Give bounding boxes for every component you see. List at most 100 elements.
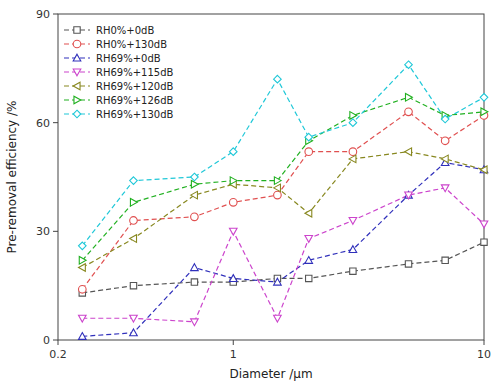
data-point [405,261,411,267]
data-point [274,278,282,285]
data-point [78,242,86,250]
data-point [305,236,313,243]
data-point [130,329,138,336]
data-point [405,192,413,199]
data-point [130,315,138,322]
x-tick-label: 10 [477,348,491,361]
data-point [191,213,199,221]
legend-label: RH69%+126dB [96,95,174,106]
data-point [306,275,312,281]
data-point [274,75,282,83]
data-point [480,166,488,173]
legend-marker [73,82,80,90]
y-tick-label: 60 [36,117,50,130]
data-point [441,185,449,192]
series-line [82,65,484,246]
data-point [78,333,86,340]
data-point [481,108,488,116]
x-tick [58,340,59,345]
data-point [480,166,487,174]
x-tick-label: 1 [230,348,237,361]
data-point [229,199,237,207]
x-tick [233,340,234,345]
series-line [82,112,484,289]
y-tick [53,340,58,341]
data-point [78,285,86,293]
data-point [349,148,357,156]
data-point [78,264,85,272]
x-tick-label: 0.2 [49,348,67,361]
data-point [130,235,137,243]
y-tick-label: 0 [43,334,50,347]
data-point [405,94,412,102]
data-point [349,155,356,163]
data-point [305,133,313,141]
data-point [78,315,86,322]
data-point [274,191,282,199]
series-line [82,242,484,293]
data-point [350,268,356,274]
data-point [191,173,199,181]
data-point [442,257,448,263]
data-point [191,319,199,326]
legend-marker [74,96,81,104]
data-point [441,155,448,163]
series-line [82,163,484,337]
data-point [441,137,449,145]
legend-marker [73,40,81,48]
data-point [130,282,136,288]
data-point [480,221,488,228]
data-point [191,180,198,188]
plot-frame [58,14,484,340]
data-point [349,217,357,224]
y-tick-label: 30 [36,225,50,238]
lines [82,65,484,337]
data-point [305,209,312,217]
chart: 0 30 60 90 0.2 1 10 Diameter /μm Pre-removal eff… [0,0,500,386]
data-point [480,94,488,102]
data-point [405,191,413,198]
data-point [305,148,313,156]
legend-label: RH69%+0dB [96,53,161,64]
y-tick [53,122,58,123]
data-point [230,177,237,185]
legend-label: RH69%+115dB [96,67,174,78]
legend-marker [73,69,81,76]
axes: 0 30 60 90 0.2 1 10 [36,8,491,361]
data-point [229,148,237,156]
y-tick [53,14,58,15]
legend-label: RH69%+120dB [96,81,174,92]
data-point [130,177,138,185]
data-point [305,257,313,264]
data-point [350,112,357,120]
data-point [441,115,449,123]
y-tick [53,231,58,232]
data-point [349,246,357,253]
series-line [82,152,484,268]
legend-label: RH0%+0dB [96,25,154,36]
legend-marker [73,54,81,61]
data-point [229,228,237,235]
data-point [481,239,487,245]
data-point [229,275,237,282]
legend-label: RH69%+130dB [96,109,174,120]
data-point [274,315,282,322]
data-point [405,148,412,156]
x-axis-label: Diameter /μm [229,367,312,381]
legend-label: RH0%+130dB [96,39,167,50]
data-point [191,191,198,199]
series-line [82,97,484,260]
data-point [349,119,357,127]
data-point [191,264,199,271]
y-axis-label: Pre-removal efficiency /% [5,101,19,254]
data-point [130,217,138,225]
legend-marker [74,27,80,33]
x-tick [484,340,485,345]
data-point [405,61,413,69]
y-tick-label: 90 [36,8,50,21]
legend-marker [73,110,81,118]
legend: RH0%+0dB RH0%+130dB RH69%+0dB RH69%+115dB RH… [64,25,174,120]
series-line [82,188,484,322]
data-point [130,199,137,207]
data-point [274,177,281,185]
